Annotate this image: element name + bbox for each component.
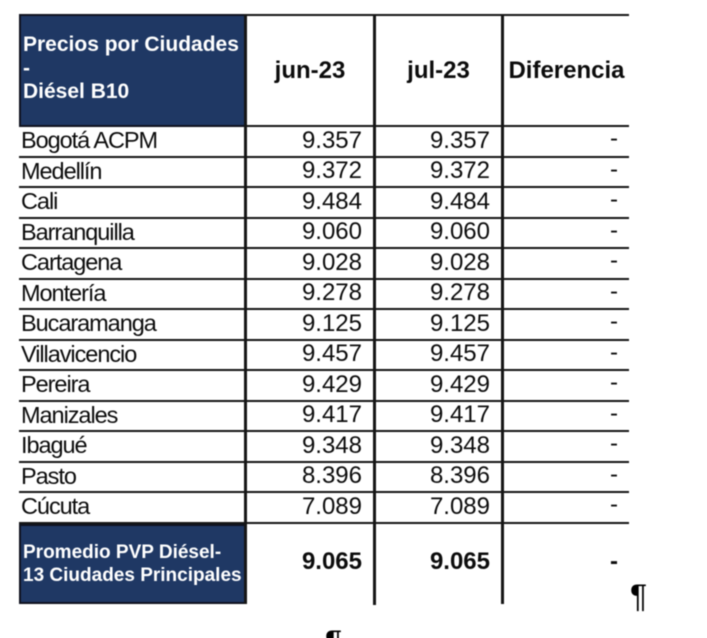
price-jun-cell: 9.417 (244, 401, 373, 432)
price-diff-cell: - (501, 188, 629, 219)
price-diff-cell: - (501, 310, 629, 341)
price-jul-cell: 7.089 (373, 493, 501, 524)
footer-average-jun: 9.065 (244, 523, 373, 604)
price-jul-cell: 9.028 (373, 249, 501, 280)
city-name-cell: Medellín (19, 158, 244, 188)
city-name-cell: Manizales (19, 402, 244, 432)
price-jul-cell: 9.357 (373, 127, 501, 158)
price-diff-cell: - (501, 401, 629, 432)
city-name-cell: Bucaramanga (19, 310, 244, 341)
price-jun-cell: 8.396 (244, 462, 373, 493)
price-jul-cell: 9.484 (373, 188, 501, 219)
city-name-cell: Cali (19, 188, 244, 219)
price-jul-cell: 9.125 (373, 310, 501, 341)
price-diff-cell: - (501, 279, 629, 310)
price-jun-cell: 9.457 (244, 340, 373, 371)
city-name-cell: Ibagué (19, 432, 244, 463)
city-name-cell: Barranquilla (19, 219, 244, 249)
footer-average-jul: 9.065 (373, 523, 501, 604)
price-diff-cell: - (501, 249, 629, 280)
price-jul-cell: 9.429 (373, 371, 501, 402)
price-jun-cell: 9.125 (244, 310, 373, 341)
price-jul-cell: 9.417 (373, 401, 501, 432)
footer-average-diff: - (501, 523, 629, 604)
paragraph-mark-icon: ¶ (630, 577, 648, 614)
price-jun-cell: 7.089 (244, 493, 373, 524)
price-diff-cell: - (501, 432, 629, 463)
city-name-cell: Montería (19, 280, 244, 310)
price-jul-cell: 9.372 (373, 157, 501, 188)
city-name-cell: Cartagena (19, 249, 244, 280)
price-jun-cell: 9.484 (244, 188, 373, 219)
price-jun-cell: 9.372 (244, 157, 373, 188)
city-name-cell: Pasto (19, 463, 244, 493)
price-jul-cell: 9.278 (373, 279, 501, 310)
price-diff-cell: - (501, 340, 629, 371)
column-header-jun-23: jun-23 (244, 14, 373, 127)
city-name-cell: Bogotá ACPM (19, 127, 244, 158)
column-header-diferencia: Diferencia (501, 14, 629, 127)
table-footer-label: Promedio PVP Diésel- 13 Ciudades Princip… (19, 523, 244, 604)
paragraph-mark-bottom-icon: ¶ (325, 626, 342, 638)
city-name-cell: Villavicencio (19, 341, 244, 371)
table-header-title: Precios por Ciudades - Diésel B10 (19, 14, 244, 127)
price-jul-cell: 8.396 (373, 462, 501, 493)
price-diff-cell: - (501, 127, 629, 158)
city-name-cell: Pereira (19, 371, 244, 402)
price-diff-cell: - (501, 371, 629, 402)
price-jul-cell: 9.457 (373, 340, 501, 371)
city-name-cell: Cúcuta (19, 493, 244, 524)
price-jun-cell: 9.357 (244, 127, 373, 158)
column-header-jul-23: jul-23 (373, 14, 501, 127)
price-diff-cell: - (501, 493, 629, 524)
price-jun-cell: 9.278 (244, 279, 373, 310)
price-diff-cell: - (501, 462, 629, 493)
price-jun-cell: 9.348 (244, 432, 373, 463)
price-jun-cell: 9.060 (244, 218, 373, 249)
price-jun-cell: 9.028 (244, 249, 373, 280)
price-jul-cell: 9.060 (373, 218, 501, 249)
diesel-price-table: Precios por Ciudades - Diésel B10 jun-23… (19, 14, 629, 604)
table-gridline-tail (373, 600, 376, 605)
price-jun-cell: 9.429 (244, 371, 373, 402)
price-diff-cell: - (501, 157, 629, 188)
price-diff-cell: - (501, 218, 629, 249)
price-jul-cell: 9.348 (373, 432, 501, 463)
